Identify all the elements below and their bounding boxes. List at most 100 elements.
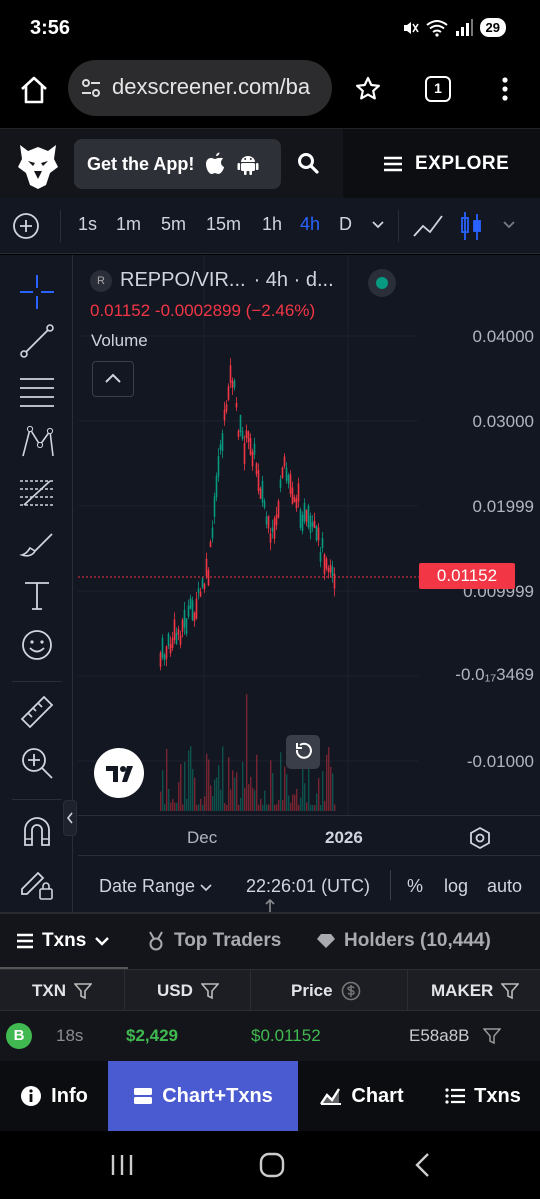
volume-bar [314, 804, 316, 811]
star-icon[interactable] [354, 75, 382, 103]
magnet-icon[interactable] [18, 813, 56, 851]
txn-price: $0.01152 [251, 1026, 321, 1045]
trend-line-icon[interactable] [18, 322, 56, 360]
pattern-icon[interactable] [18, 423, 56, 461]
volume-bar [310, 804, 312, 811]
info-icon [21, 1086, 42, 1106]
add-indicator-icon[interactable] [12, 212, 40, 240]
interval-4h[interactable]: 4h [300, 214, 321, 234]
volume-bar [178, 781, 180, 811]
candle [237, 430, 240, 437]
col-txn[interactable]: TXN [32, 970, 92, 1012]
fib-icon[interactable] [18, 474, 56, 512]
chart-settings-icon[interactable] [468, 826, 492, 850]
tab-holders[interactable]: Holders (10,444) [316, 930, 491, 952]
nav-chart-txns[interactable]: Chart+Txns [108, 1061, 298, 1131]
price-chart[interactable]: R REPPO/VIR... · 4h · d... 0.01152 -0.00… [78, 255, 540, 912]
chevron-down-icon[interactable] [502, 220, 516, 230]
interval-1m[interactable]: 1m [116, 214, 142, 234]
lock-pencil-icon[interactable] [18, 865, 56, 903]
nav-info[interactable]: Info [0, 1061, 108, 1131]
tune-icon[interactable] [80, 77, 102, 99]
volume-bar [216, 777, 218, 811]
candle [297, 483, 300, 502]
brush-icon[interactable] [18, 525, 56, 563]
date-range-button[interactable]: Date Range [99, 876, 212, 897]
volume-bar [262, 804, 264, 811]
search-icon[interactable] [296, 151, 320, 175]
volume-bar [218, 765, 220, 811]
tabs-icon[interactable]: 1 [425, 76, 451, 102]
zoom-in-icon[interactable] [18, 744, 56, 782]
log-toggle[interactable]: log [444, 876, 469, 896]
time-axis-label: 2026 [325, 828, 363, 847]
candlestick-plot[interactable] [78, 255, 540, 815]
volume-bar [184, 761, 186, 811]
mute-icon [403, 21, 419, 34]
tab-txns[interactable]: Txns [16, 930, 110, 952]
status-icons: 29 [401, 18, 506, 37]
tradingview-logo[interactable] [94, 748, 144, 798]
interval-1s[interactable]: 1s [78, 214, 98, 234]
candle [301, 514, 304, 532]
nav-chart[interactable]: Chart [298, 1061, 426, 1131]
home-icon[interactable] [18, 74, 50, 106]
candle [315, 525, 318, 541]
volume-bar [206, 753, 208, 811]
candle [233, 380, 236, 388]
emoji-icon[interactable] [18, 626, 56, 664]
table-row[interactable]: B 18s $2,429 $0.01152 E58a8B [0, 1011, 540, 1061]
pair-legend[interactable]: R REPPO/VIR... · 4h · d... [90, 269, 334, 292]
home-button-icon[interactable] [258, 1151, 286, 1179]
nav-txns[interactable]: Txns [426, 1061, 540, 1131]
col-price[interactable]: Price [291, 970, 361, 1012]
overflow-menu-icon[interactable] [495, 76, 515, 102]
legend-collapse-button[interactable] [92, 361, 134, 397]
chevron-down-icon[interactable] [371, 220, 385, 230]
volume-bar [324, 800, 326, 811]
candle [173, 619, 176, 641]
back-icon[interactable] [410, 1151, 438, 1179]
list-icon [17, 933, 33, 949]
interval-5m[interactable]: 5m [161, 214, 187, 234]
candles-icon[interactable] [460, 210, 482, 242]
filter-icon[interactable] [483, 1027, 501, 1045]
tab-top-traders[interactable]: Top Traders [146, 930, 281, 952]
get-app-button[interactable]: Get the App! [74, 139, 281, 189]
time-axis[interactable]: Dec 2026 [78, 815, 540, 855]
volume-bar [160, 791, 162, 811]
interval-d[interactable]: D [339, 214, 352, 234]
line-chart-icon[interactable] [412, 212, 444, 240]
candle [215, 475, 218, 498]
text-icon[interactable] [18, 576, 56, 614]
candle [181, 619, 184, 632]
eagle-logo-icon[interactable] [16, 141, 60, 189]
volume-bar [308, 751, 310, 811]
explore-button[interactable]: EXPLORE [343, 129, 540, 199]
reset-chart-button[interactable] [286, 735, 320, 769]
interval-1h[interactable]: 1h [262, 214, 283, 234]
volume-bar [316, 793, 318, 811]
volume-bar [174, 802, 176, 811]
nav-chart-label: Chart [351, 1084, 404, 1107]
recents-icon[interactable] [108, 1151, 136, 1179]
candle [257, 470, 260, 491]
horizontal-lines-icon[interactable] [18, 373, 56, 411]
txn-maker[interactable]: E58a8B [409, 1026, 470, 1045]
crosshair-icon[interactable] [18, 273, 56, 311]
divider [398, 210, 399, 242]
url-bar[interactable]: dexscreener.com/ba [68, 60, 332, 116]
interval-15m[interactable]: 15m [206, 214, 242, 234]
volume-bar [252, 787, 254, 811]
android-icon [237, 156, 259, 175]
col-usd-label: USD [157, 981, 193, 1000]
col-maker[interactable]: MAKER [431, 970, 520, 1012]
ruler-icon[interactable] [18, 693, 56, 731]
col-usd[interactable]: USD [157, 970, 219, 1012]
toolbar-collapse-button[interactable] [63, 800, 77, 836]
candle [293, 497, 296, 503]
auto-toggle[interactable]: auto [487, 876, 523, 896]
utc-clock[interactable]: 22:26:01 (UTC) [246, 876, 371, 896]
candle [165, 645, 168, 659]
percent-toggle[interactable]: % [407, 876, 424, 896]
